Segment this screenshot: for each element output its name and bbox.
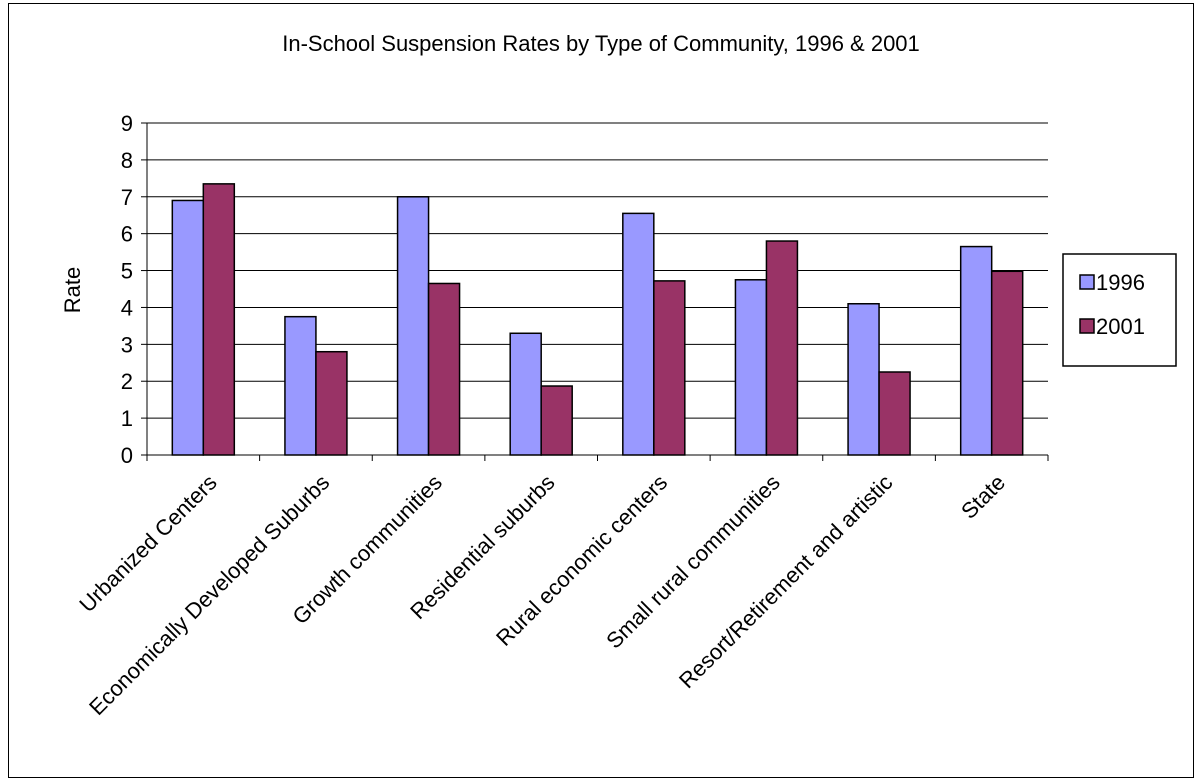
bar-1996 (171, 199, 205, 456)
legend: 1996 2001 (1062, 253, 1177, 367)
legend-swatch (1079, 318, 1095, 334)
bar-2001 (653, 280, 686, 456)
bar-2001 (765, 240, 799, 456)
bar-2001 (427, 282, 461, 456)
chart-title: In-School Suspension Rates by Type of Co… (282, 31, 920, 56)
axes (141, 122, 1049, 461)
bar-2001 (202, 183, 236, 456)
bar-2001 (990, 270, 1024, 456)
bar-2001 (878, 371, 911, 456)
bar-1996 (396, 196, 430, 456)
y-tick-label: 8 (121, 148, 133, 173)
x-tick-label: Resort/Retirement and artistic (674, 470, 897, 693)
bar-2001 (540, 385, 573, 456)
bar-1996 (622, 212, 655, 456)
y-tick-label: 5 (121, 259, 133, 284)
y-tick-label: 9 (121, 111, 133, 136)
legend-label: 1996 (1096, 270, 1145, 295)
bar-2001 (315, 350, 348, 456)
y-tick-label: 0 (121, 443, 133, 468)
x-tick-label: State (956, 470, 1010, 524)
legend-swatch (1079, 274, 1095, 290)
y-axis-label: Rate (60, 267, 85, 313)
y-tick-label: 7 (121, 185, 133, 210)
legend-label: 2001 (1096, 314, 1145, 339)
y-tick-label: 6 (121, 222, 133, 247)
bar-1996 (509, 332, 542, 456)
y-tick-label: 2 (121, 369, 133, 394)
legend-box (1062, 253, 1177, 367)
gridlines (147, 122, 1048, 419)
bar-1996 (284, 315, 317, 456)
bar-1996 (847, 303, 880, 456)
y-tick-label: 4 (121, 295, 133, 320)
bars (171, 183, 1024, 456)
y-tick-label: 1 (121, 406, 133, 431)
x-tick-label: Economically Developed Suburbs (84, 470, 334, 720)
bar-1996 (959, 245, 993, 456)
bar-1996 (734, 279, 768, 456)
y-tick-labels: 0 1 2 3 4 5 6 7 8 9 (121, 111, 133, 468)
y-tick-label: 3 (121, 332, 133, 357)
